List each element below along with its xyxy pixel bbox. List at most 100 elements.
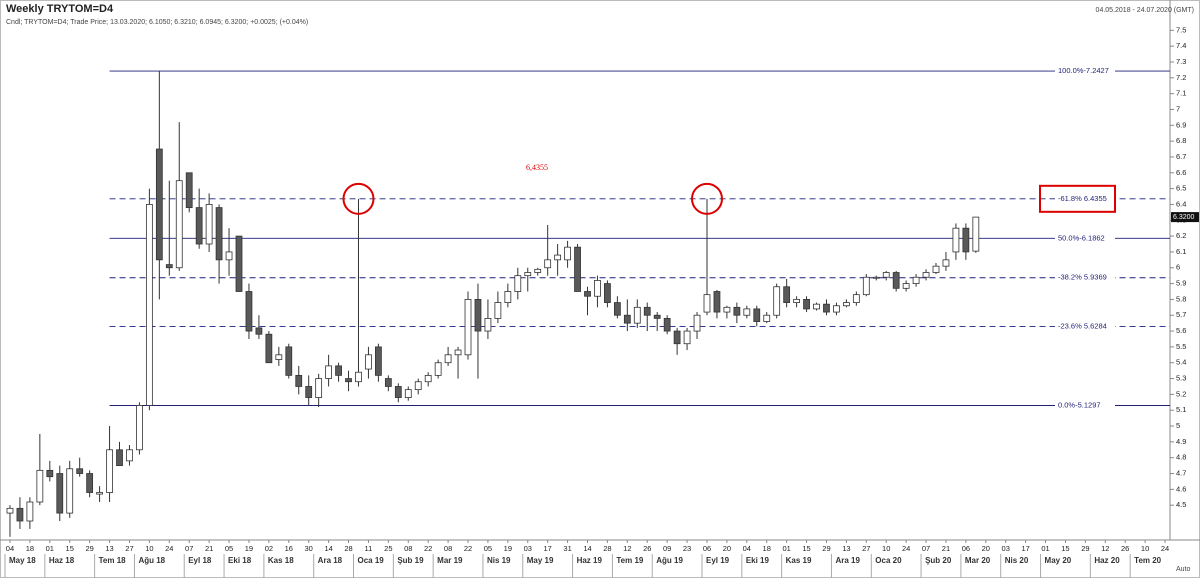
month-label: Ara 18: [318, 556, 343, 565]
candle-body: [355, 371, 362, 383]
candle-body: [265, 333, 273, 364]
x-tick-label: 14: [324, 544, 332, 553]
month-label: Kas 18: [268, 556, 294, 565]
candle-body: [275, 354, 283, 360]
candle-body: [604, 283, 611, 303]
x-tick-label: 18: [763, 544, 771, 553]
candle-body: [743, 308, 751, 316]
candle-body: [126, 449, 133, 462]
x-tick-label: 04: [6, 544, 14, 553]
x-tick-label: 01: [782, 544, 790, 553]
candle-body: [66, 468, 74, 514]
candle-body: [305, 386, 313, 398]
month-label: Nis 20: [1005, 556, 1029, 565]
candle-body: [773, 286, 781, 316]
month-label: Mar 20: [965, 556, 991, 565]
month-label: Kas 19: [786, 556, 812, 565]
candle-body: [175, 180, 183, 269]
candle-body: [365, 354, 372, 370]
x-tick-label: 11: [365, 544, 373, 553]
candle-body: [424, 374, 432, 383]
candle-body: [195, 207, 203, 245]
y-tick-label: 6.2: [1176, 231, 1186, 240]
x-tick-label: 09: [663, 544, 671, 553]
candle-body: [205, 204, 213, 245]
chart-subtitle: Cndl; TRYTOM=D4; Trade Price; 13.03.2020…: [6, 19, 308, 26]
x-tick-label: 30: [305, 544, 313, 553]
month-label: Şub 19: [397, 556, 424, 565]
candle-body: [813, 303, 820, 310]
candle-body: [673, 330, 681, 345]
y-tick-label: 7.2: [1176, 73, 1186, 82]
candle-body: [384, 378, 392, 387]
candle-body: [56, 473, 64, 514]
month-label: Haz 20: [1094, 556, 1120, 565]
y-tick-label: 4.5: [1176, 500, 1186, 509]
month-label: Ağu 19: [656, 556, 683, 565]
candle-body: [444, 354, 452, 364]
candle-body: [375, 346, 382, 376]
x-tick-label: 15: [1061, 544, 1069, 553]
x-tick-label: 24: [1161, 544, 1169, 553]
candle-body: [414, 381, 422, 391]
candle-body: [544, 259, 552, 269]
candle-body: [753, 308, 761, 322]
candle-body: [942, 259, 950, 267]
x-tick-label: 15: [802, 544, 810, 553]
y-tick-label: 5.6: [1176, 326, 1186, 335]
candle-body: [335, 365, 342, 376]
month-label: Oca 20: [875, 556, 902, 565]
y-tick-label: 5.3: [1176, 374, 1186, 383]
x-tick-label: 20: [982, 544, 990, 553]
month-label: Tem 19: [616, 556, 644, 565]
x-tick-label: 10: [145, 544, 153, 553]
x-tick-label: 10: [882, 544, 890, 553]
y-tick-label: 6.7: [1176, 152, 1186, 161]
y-tick-label: 6.1: [1176, 247, 1186, 256]
candle-body: [763, 314, 771, 322]
month-label: May 18: [9, 556, 36, 565]
fib-label: -23.6% 5.6284: [1058, 322, 1107, 331]
candle-body: [693, 314, 701, 332]
x-tick-label: 12: [1101, 544, 1109, 553]
month-label: Haz 18: [49, 556, 75, 565]
candle-body: [932, 265, 940, 273]
candle-body: [494, 302, 502, 319]
x-tick-label: 19: [245, 544, 253, 553]
candle-body: [504, 291, 512, 303]
x-tick-label: 08: [444, 544, 452, 553]
candle-body: [564, 246, 571, 261]
candle-body: [952, 227, 960, 253]
candle-body: [623, 314, 631, 324]
candle-body: [882, 272, 890, 278]
candle-body: [185, 172, 193, 209]
candle-body: [663, 318, 671, 332]
candle-body: [325, 365, 332, 379]
month-label: Ağu 18: [138, 556, 165, 565]
x-tick-label: 28: [603, 544, 611, 553]
fib-label-bg: [1055, 66, 1115, 77]
y-tick-label: 4.8: [1176, 453, 1186, 462]
candle-body: [783, 286, 791, 303]
candle-body: [633, 306, 641, 324]
candle-body: [833, 305, 840, 313]
candle-body: [912, 276, 920, 284]
candle-body: [6, 507, 14, 514]
candle-body: [852, 294, 860, 303]
candle-body: [962, 227, 970, 253]
y-tick-label: 7.1: [1176, 89, 1186, 98]
y-tick-label: 5.8: [1176, 294, 1186, 303]
highlight-box: [1039, 184, 1116, 213]
month-label: May 19: [527, 556, 554, 565]
candle-body: [653, 314, 661, 319]
candle-body: [902, 283, 910, 289]
month-label: Eki 19: [746, 556, 770, 565]
x-tick-label: 13: [842, 544, 850, 553]
x-tick-label: 22: [424, 544, 432, 553]
fib-label: 100.0%-7.2427: [1058, 66, 1109, 75]
y-tick-label: 6.6: [1176, 168, 1186, 177]
fib-label: -38.2% 5.9369: [1058, 273, 1107, 282]
candle-body: [484, 318, 492, 332]
month-label: Ara 19: [835, 556, 860, 565]
y-tick-label: 6.8: [1176, 136, 1186, 145]
